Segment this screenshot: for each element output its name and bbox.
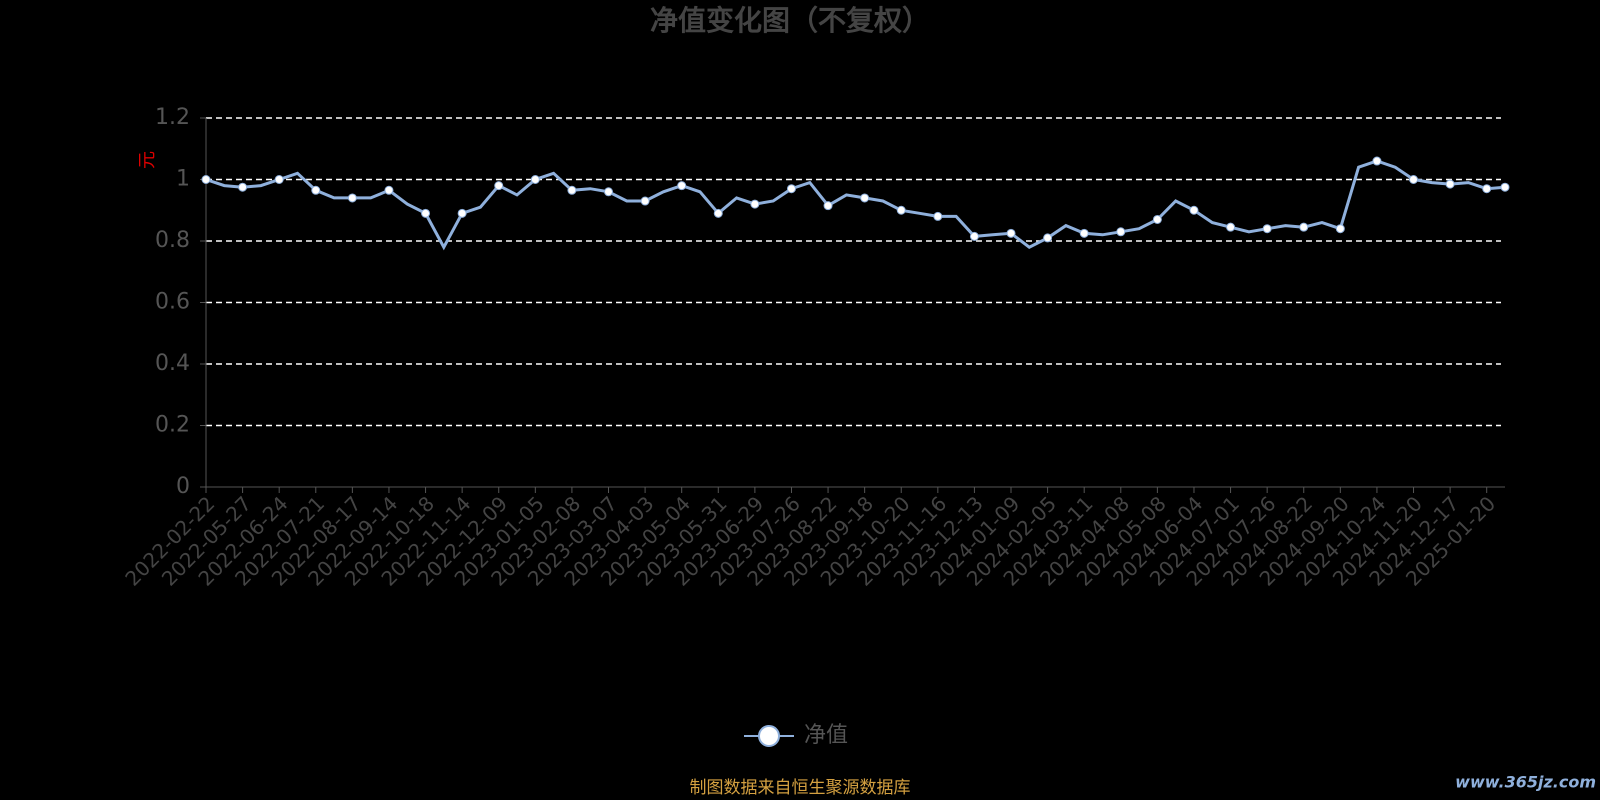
y-tick-label: 0: [176, 474, 190, 499]
data-point: [677, 181, 687, 191]
data-point: [384, 185, 394, 195]
data-point: [750, 199, 760, 209]
chart-title: 净值变化图（不复权）: [650, 4, 930, 37]
data-point: [1299, 222, 1309, 232]
data-point: [1043, 233, 1053, 243]
y-tick-label: 0.4: [155, 351, 190, 376]
data-point: [1372, 156, 1382, 166]
data-point: [969, 231, 979, 241]
data-point: [786, 184, 796, 194]
data-point: [896, 205, 906, 215]
data-point: [933, 211, 943, 221]
data-point: [311, 185, 321, 195]
y-axis-label: 元: [137, 151, 158, 169]
data-point: [1079, 228, 1089, 238]
y-tick-label: 0.8: [155, 228, 190, 253]
data-point: [530, 175, 540, 184]
data-point: [604, 187, 614, 197]
y-tick-label: 1.2: [155, 105, 190, 130]
data-point: [201, 175, 211, 184]
data-point: [238, 182, 248, 192]
data-point: [1006, 228, 1016, 238]
data-point: [1152, 214, 1162, 224]
data-point: [494, 181, 504, 191]
data-point: [1189, 205, 1199, 215]
data-point: [274, 175, 284, 184]
data-point: [421, 208, 431, 218]
legend-label: 净值: [804, 723, 848, 748]
data-point: [1116, 227, 1126, 237]
legend-marker: [758, 725, 780, 747]
data-point: [1482, 184, 1492, 194]
data-point: [457, 208, 467, 218]
data-point: [1500, 182, 1510, 192]
data-point: [823, 201, 833, 211]
data-point: [347, 193, 357, 203]
watermark: www.365jz.com: [1455, 773, 1596, 792]
data-point: [1226, 222, 1236, 232]
data-point: [640, 196, 650, 206]
footer: 制图数据来自恒生聚源数据库: [690, 778, 911, 798]
data-point: [713, 208, 723, 218]
y-tick-label: 0.6: [155, 290, 190, 315]
y-tick-label: 1: [176, 167, 190, 192]
y-tick-label: 0.2: [155, 413, 190, 438]
data-point: [1262, 224, 1272, 234]
data-point: [1335, 224, 1345, 234]
data-point: [1409, 175, 1419, 184]
data-point: [860, 193, 870, 203]
data-point: [567, 185, 577, 195]
series-line: [205, 159, 1506, 251]
data-point: [1445, 179, 1455, 189]
